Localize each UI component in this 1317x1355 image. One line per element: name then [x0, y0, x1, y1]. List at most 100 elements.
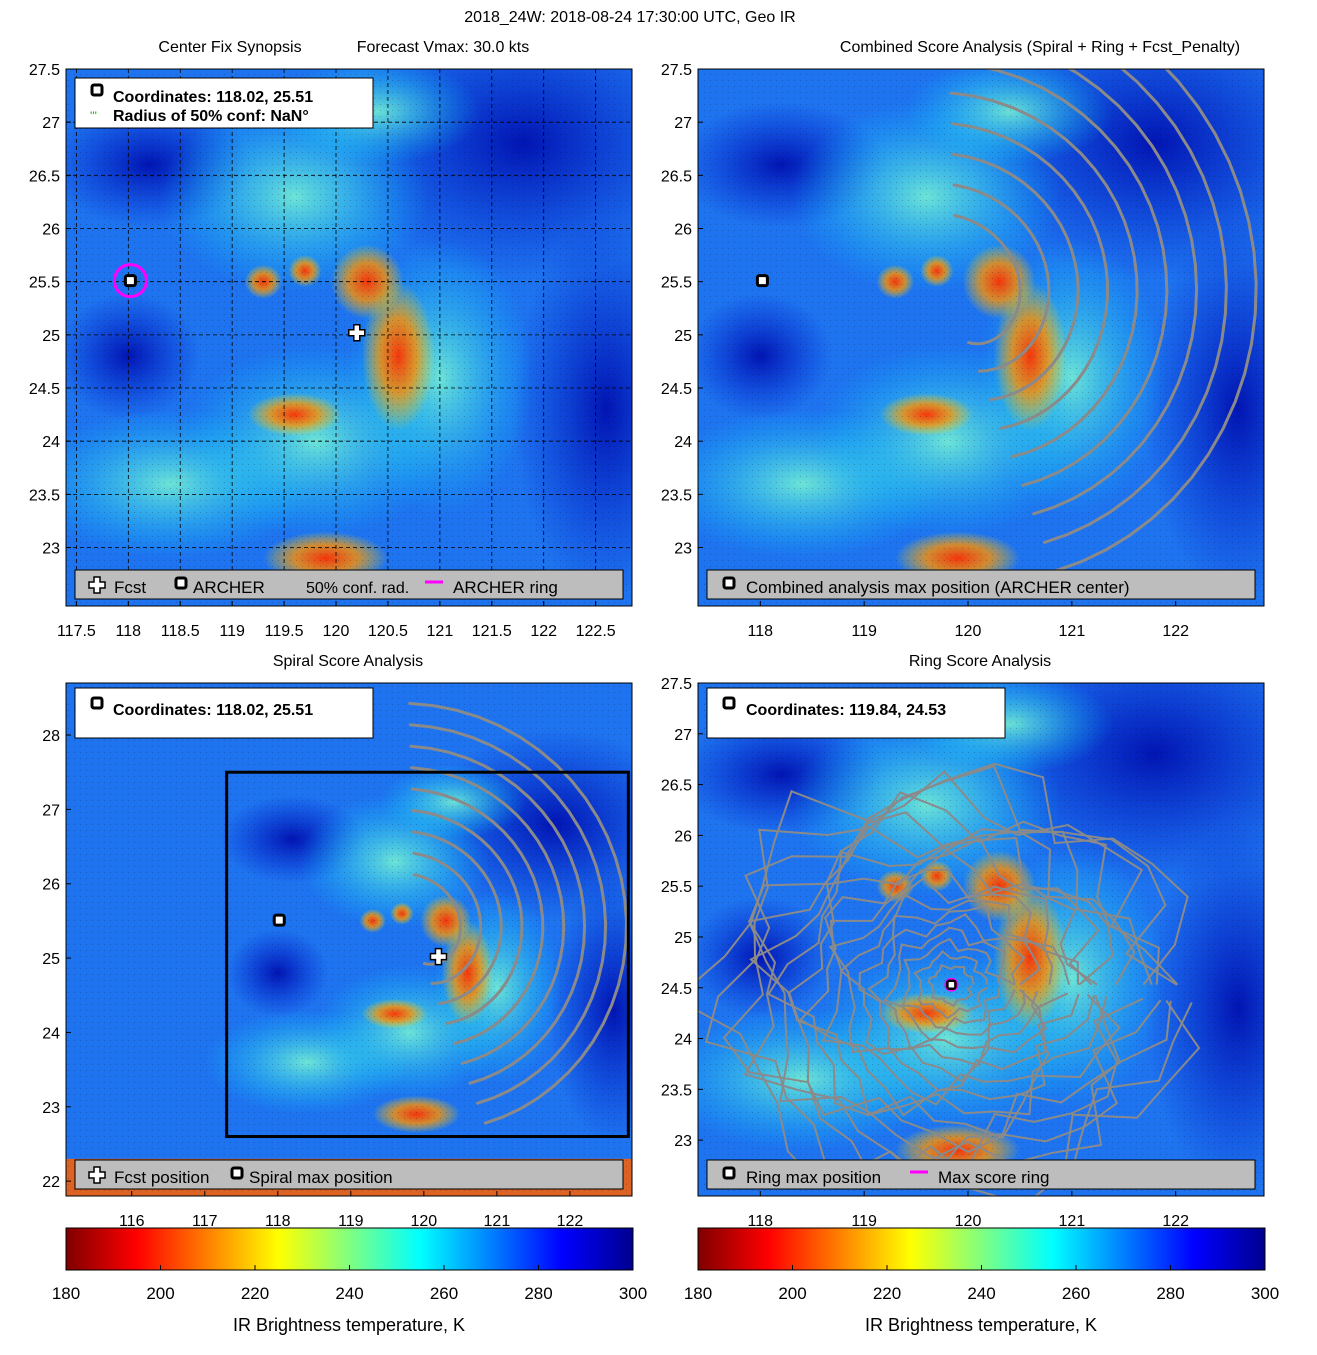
- panel-tr-image: [698, 69, 1264, 606]
- y-tick-label: 26: [42, 222, 60, 239]
- y-tick-label: 24: [42, 1025, 60, 1042]
- y-tick-label: 27.5: [29, 62, 60, 79]
- panel-tl-image: [66, 69, 632, 606]
- bl-info-coordinates: Coordinates: 118.02, 25.51: [113, 702, 313, 719]
- archer-marker-icon: [722, 576, 736, 590]
- bl-title: Spiral Score Analysis: [273, 653, 423, 670]
- fcst-marker: [348, 323, 366, 342]
- colorbar-right-gradient: [697, 1227, 1266, 1271]
- archer-ring: [112, 263, 148, 299]
- tl-info-box: Coordinates: 118.02, 25.51 ''' Radius of…: [74, 77, 374, 129]
- y-tick-label: 25: [674, 930, 692, 947]
- x-tick-label: 118: [748, 623, 774, 640]
- tl-info-coordinates: Coordinates: 118.02, 25.51: [113, 89, 313, 106]
- x-tick-label: 122: [1162, 1213, 1189, 1230]
- y-tick-label: 26.5: [661, 778, 692, 795]
- br-legend: Ring max position Max score ring: [706, 1159, 1256, 1190]
- y-tick-label: 23: [42, 1100, 60, 1117]
- y-tick-label: 26: [674, 222, 692, 239]
- x-tick-label: 118: [748, 1213, 774, 1230]
- x-tick-label: 122: [1162, 623, 1189, 640]
- x-tick-label: 119: [219, 623, 245, 640]
- x-tick-label: 116: [119, 1213, 145, 1230]
- x-tick-label: 119: [851, 623, 877, 640]
- bl-legend-fcst: Fcst position: [114, 1168, 209, 1187]
- panel-tr-spiral-contours: [949, 69, 1258, 573]
- x-tick-label: 121: [427, 623, 454, 640]
- archer-marker-icon: [90, 83, 104, 97]
- y-tick-label: 27: [42, 802, 60, 819]
- x-tick-label: 121: [1059, 1213, 1086, 1230]
- fcst-marker: [429, 947, 448, 966]
- colorbar-tick-label: 200: [778, 1284, 806, 1303]
- archer-marker: [755, 274, 769, 288]
- panel-br-image: [698, 683, 1264, 1196]
- colorbar-tick-label: 280: [1156, 1284, 1184, 1303]
- x-tick-label: 119.5: [265, 623, 304, 640]
- spiral-marker-icon: [90, 696, 104, 710]
- panel-br-frame: [697, 682, 1265, 1197]
- colorbar-tick-label: 220: [873, 1284, 901, 1303]
- y-tick-label: 25.5: [29, 275, 60, 292]
- bl-analysis-box: [225, 770, 630, 1139]
- colorbar-right: 180 200 220 240 260 280 300 IR Brightness temp…: [684, 1227, 1279, 1335]
- y-tick-label: 28: [42, 728, 60, 745]
- tl-legend-archer: ARCHER: [193, 578, 265, 597]
- y-tick-label: 25.5: [661, 879, 692, 896]
- max-score-ring: [944, 977, 959, 992]
- x-tick-label: 120: [323, 623, 350, 640]
- colorbar-tick-label: 300: [619, 1284, 647, 1303]
- y-tick-label: 25: [42, 951, 60, 968]
- y-tick-label: 27.5: [661, 676, 692, 693]
- x-tick-label: 121: [484, 1213, 511, 1230]
- colorbar-left-label: IR Brightness temperature, K: [233, 1315, 465, 1335]
- tl-title-right: Forecast Vmax: 30.0 kts: [357, 39, 530, 56]
- y-tick-label: 25.5: [661, 275, 692, 292]
- panel-bl: 116 117 118 119 120 121 122 28 27 26 25 24 23 22: [42, 682, 633, 1230]
- colorbar-tick-label: 280: [524, 1284, 552, 1303]
- y-tick-label: 23: [674, 1133, 692, 1150]
- y-tick-label: 24: [674, 434, 692, 451]
- y-tick-label: 24: [42, 434, 60, 451]
- ring-marker-icon: [722, 696, 736, 710]
- fcst-cross-icon: [88, 576, 106, 594]
- x-tick-label: 120: [411, 1213, 438, 1230]
- br-info-box: Coordinates: 119.84, 24.53: [706, 687, 1006, 739]
- tl-info-radius: Radius of 50% conf: NaN°: [113, 108, 309, 125]
- tl-legend-conf: 50% conf. rad.: [306, 580, 409, 597]
- colorbar-tick-label: 180: [52, 1284, 80, 1303]
- panel-tl-frame: [65, 68, 633, 607]
- colorbar-right-label: IR Brightness temperature, K: [865, 1315, 1097, 1335]
- colorbar-tick-label: 220: [241, 1284, 269, 1303]
- y-tick-label: 27: [674, 115, 692, 132]
- x-tick-label: 120: [955, 623, 982, 640]
- x-tick-label: 121: [1059, 623, 1086, 640]
- y-tick-label: 24.5: [29, 381, 60, 398]
- y-tick-label: 22: [42, 1174, 60, 1191]
- ring-marker-icon: [722, 1166, 736, 1180]
- colorbar-left: 180 200 220 240 260 280 300 IR Brightness temp…: [52, 1227, 647, 1335]
- spiral-marker-icon: [230, 1166, 244, 1180]
- y-tick-label: 23.5: [29, 487, 60, 504]
- bl-info-box: Coordinates: 118.02, 25.51: [74, 687, 374, 739]
- y-tick-label: 24.5: [661, 381, 692, 398]
- tl-legend-fcst: Fcst: [114, 578, 146, 597]
- panel-br: 118 119 120 121 122 27.5 27 26.5 26 25.5 25 24.5 24 2…: [661, 676, 1265, 1230]
- ring-marker: [946, 979, 957, 990]
- y-tick-label: 23.5: [661, 487, 692, 504]
- x-tick-label: 119: [851, 1213, 877, 1230]
- panel-bl-image: [66, 683, 632, 1196]
- br-legend-maxring: Max score ring: [938, 1168, 1049, 1187]
- y-tick-label: 26.5: [29, 168, 60, 185]
- tl-legend-ring: ARCHER ring: [453, 578, 558, 597]
- x-tick-label: 118.5: [161, 623, 200, 640]
- colorbar-tick-label: 200: [146, 1284, 174, 1303]
- x-tick-label: 117: [192, 1213, 218, 1230]
- tr-title: Combined Score Analysis (Spiral + Ring +…: [840, 39, 1240, 56]
- tl-title-left: Center Fix Synopsis: [158, 39, 301, 56]
- br-legend-ring: Ring max position: [746, 1168, 881, 1187]
- x-tick-label: 122.5: [576, 623, 616, 640]
- conf-radius-icon: ''': [90, 109, 97, 123]
- x-tick-label: 120: [955, 1213, 982, 1230]
